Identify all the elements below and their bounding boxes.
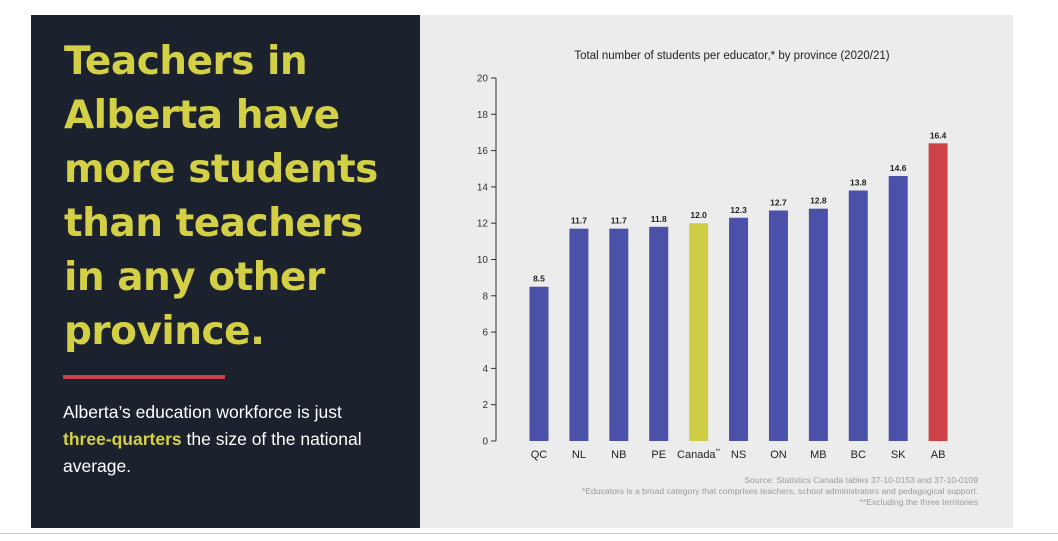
category-label: PE bbox=[651, 449, 666, 461]
bar-nl bbox=[569, 228, 589, 441]
footnote-territories: **Excluding the three territories bbox=[859, 497, 978, 507]
subtext-after: the size of the national average. bbox=[63, 429, 362, 476]
category-label: SK bbox=[891, 449, 906, 461]
value-label: 12.8 bbox=[810, 196, 827, 206]
y-tick-label: 0 bbox=[482, 437, 488, 448]
y-tick-label: 12 bbox=[477, 219, 489, 230]
bar-qc bbox=[529, 286, 549, 441]
value-label: 13.8 bbox=[850, 178, 867, 188]
bar-canada bbox=[689, 223, 709, 441]
bar-on bbox=[768, 210, 788, 441]
subtext-before: Alberta’s education workforce is just bbox=[63, 402, 342, 422]
y-tick-label: 6 bbox=[482, 328, 488, 339]
left-panel: Teachers in Alberta have more students t… bbox=[31, 15, 420, 528]
value-label: 14.6 bbox=[890, 163, 907, 173]
value-label: 16.4 bbox=[930, 130, 947, 140]
category-label: AB bbox=[931, 449, 946, 461]
y-tick-label: 20 bbox=[477, 74, 489, 85]
bar-chart: Total number of students per educator,* … bbox=[477, 50, 948, 461]
value-label: 12.0 bbox=[690, 210, 707, 220]
chart-title: Total number of students per educator,* … bbox=[574, 50, 889, 62]
chart-bars: 8.5 QC 11.7 NL 11.7 NB 11.8 PE 12.0 Canada** 12.3 N… bbox=[529, 130, 948, 461]
bar-bc bbox=[848, 190, 868, 441]
y-tick-label: 16 bbox=[477, 146, 489, 157]
subtext-highlight: three-quarters bbox=[63, 429, 182, 449]
bar-ab bbox=[928, 143, 948, 441]
bar-mb bbox=[808, 208, 828, 441]
bar-sk bbox=[888, 176, 908, 441]
y-tick-label: 2 bbox=[482, 400, 488, 411]
category-label: QC bbox=[531, 449, 548, 461]
y-tick-label: 8 bbox=[482, 291, 488, 302]
chart-panel: Total number of students per educator,* … bbox=[420, 15, 1013, 528]
page-bottom-border bbox=[0, 533, 1058, 534]
value-label: 11.7 bbox=[611, 216, 627, 226]
category-label: BC bbox=[851, 449, 866, 461]
subtext: Alberta’s education workforce is just th… bbox=[63, 399, 393, 480]
source-line: Source: Statistics Canada tables 37-10-0… bbox=[744, 475, 978, 485]
chart-axes: 0 2 4 6 8 10 12 14 16 18 20 bbox=[477, 74, 497, 448]
category-label: MB bbox=[810, 449, 827, 461]
category-label: NL bbox=[572, 449, 586, 461]
bar-nb bbox=[609, 228, 629, 441]
headline: Teachers in Alberta have more students t… bbox=[64, 39, 378, 354]
category-label: NS bbox=[731, 449, 746, 461]
bar-ns bbox=[729, 217, 749, 441]
bar-pe bbox=[649, 226, 669, 441]
red-divider bbox=[63, 375, 225, 379]
y-tick-label: 4 bbox=[482, 364, 488, 375]
category-label: ON bbox=[770, 449, 787, 461]
y-tick-label: 10 bbox=[477, 255, 489, 266]
y-tick-label: 18 bbox=[477, 110, 489, 121]
value-label: 11.7 bbox=[571, 216, 587, 226]
category-label: Canada** bbox=[677, 449, 721, 461]
value-label: 8.5 bbox=[533, 274, 545, 284]
value-label: 11.8 bbox=[651, 214, 667, 224]
value-label: 12.3 bbox=[730, 205, 747, 215]
y-tick-label: 14 bbox=[477, 182, 489, 193]
footnote-educators: *Educators is a broad category that comp… bbox=[581, 486, 978, 496]
value-label: 12.7 bbox=[770, 197, 787, 207]
category-label: NB bbox=[611, 449, 626, 461]
